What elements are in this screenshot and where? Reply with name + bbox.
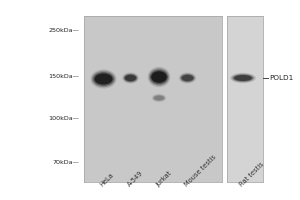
Bar bbox=[226, 16, 262, 182]
Text: POLD1: POLD1 bbox=[269, 75, 293, 81]
Ellipse shape bbox=[123, 73, 138, 83]
Ellipse shape bbox=[151, 71, 167, 83]
Text: A-549: A-549 bbox=[126, 170, 144, 188]
Ellipse shape bbox=[180, 73, 195, 83]
Ellipse shape bbox=[152, 94, 166, 102]
Ellipse shape bbox=[182, 75, 194, 81]
Text: HeLa: HeLa bbox=[99, 172, 115, 188]
Text: 250kDa—: 250kDa— bbox=[49, 28, 80, 33]
Ellipse shape bbox=[125, 75, 136, 81]
Ellipse shape bbox=[154, 96, 164, 100]
Text: Jurkat: Jurkat bbox=[155, 170, 172, 188]
Ellipse shape bbox=[149, 68, 169, 86]
Ellipse shape bbox=[93, 72, 114, 86]
Ellipse shape bbox=[153, 95, 165, 101]
Ellipse shape bbox=[179, 72, 196, 84]
Ellipse shape bbox=[150, 70, 168, 84]
Text: Rat testis: Rat testis bbox=[239, 161, 266, 188]
Text: 100kDa—: 100kDa— bbox=[49, 116, 80, 121]
Text: 150kDa—: 150kDa— bbox=[49, 73, 80, 78]
Text: 70kDa—: 70kDa— bbox=[52, 160, 80, 164]
Ellipse shape bbox=[233, 74, 254, 82]
Ellipse shape bbox=[234, 75, 252, 81]
Ellipse shape bbox=[92, 71, 115, 87]
Ellipse shape bbox=[91, 69, 116, 89]
Ellipse shape bbox=[230, 73, 256, 83]
Ellipse shape bbox=[124, 74, 137, 82]
Ellipse shape bbox=[231, 73, 255, 82]
Text: Mouse testis: Mouse testis bbox=[183, 154, 217, 188]
Ellipse shape bbox=[148, 67, 170, 87]
Ellipse shape bbox=[94, 73, 112, 84]
Bar bbox=[84, 16, 222, 182]
Ellipse shape bbox=[181, 74, 194, 82]
Ellipse shape bbox=[152, 94, 166, 102]
Ellipse shape bbox=[122, 72, 139, 84]
